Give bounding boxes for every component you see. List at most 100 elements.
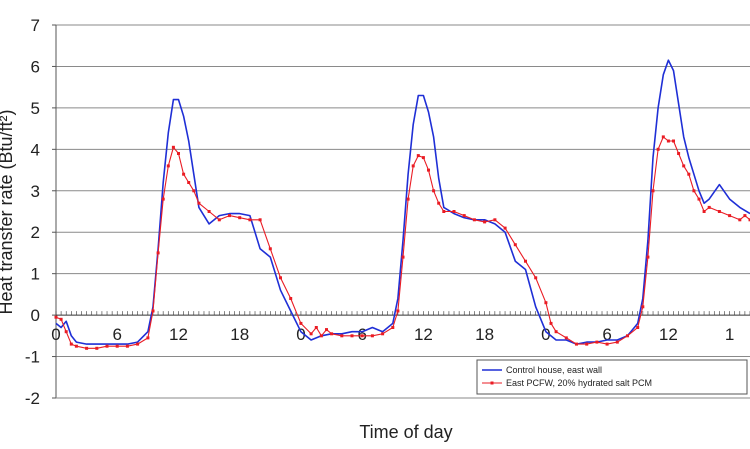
series-marker (151, 309, 155, 313)
series-marker (177, 152, 180, 155)
series-marker (125, 344, 129, 348)
legend-marker-pcfw (490, 381, 494, 385)
y-tick-label: 7 (31, 16, 40, 35)
series-marker (340, 334, 344, 338)
series-marker (641, 305, 645, 309)
series-marker (228, 214, 231, 218)
series-marker (314, 326, 318, 329)
series-marker (615, 340, 619, 344)
series-line-1 (55, 136, 750, 349)
series-marker (702, 210, 706, 213)
series-marker (697, 197, 701, 201)
series-marker (483, 220, 487, 224)
legend-box (476, 359, 748, 395)
series-marker (192, 189, 196, 193)
series-marker (666, 139, 670, 143)
series-marker (115, 344, 119, 348)
series-marker (406, 197, 410, 201)
x-tick-label: 12 (414, 325, 433, 344)
series-marker (105, 344, 109, 348)
series-marker (717, 210, 721, 213)
series-marker (299, 321, 303, 325)
x-tick-label: 1 (725, 325, 734, 344)
series-marker (575, 342, 578, 346)
y-tick-label: 2 (31, 223, 40, 242)
y-tick-label: 0 (31, 306, 40, 325)
series-marker (411, 164, 415, 168)
series-marker (166, 164, 170, 168)
y-tick-label: 3 (31, 182, 40, 201)
series-marker (64, 330, 68, 334)
series-marker (672, 139, 675, 143)
series-marker (54, 315, 58, 319)
series-marker (728, 214, 732, 218)
y-tick-label: 5 (31, 99, 40, 118)
series-lines (54, 59, 750, 350)
series-marker (677, 152, 681, 155)
series-marker (360, 334, 364, 338)
series-marker (217, 218, 221, 222)
series-marker (605, 342, 609, 346)
x-tick-label: 18 (230, 325, 249, 344)
series-marker (651, 189, 655, 193)
series-marker (554, 330, 558, 334)
series-marker (437, 201, 441, 205)
x-tick-label: 12 (169, 325, 188, 344)
series-marker (182, 172, 186, 176)
x-tick-label: 6 (113, 325, 122, 344)
series-marker (661, 135, 665, 139)
series-marker (626, 334, 629, 338)
y-axis-title: Heat transfer rate (Btu/ft²) (0, 109, 16, 314)
series-marker (646, 255, 650, 259)
series-marker (69, 342, 73, 346)
series-marker (197, 201, 201, 205)
legend: Control house, east wall East PCFW, 20% … (476, 359, 748, 395)
series-marker (534, 276, 538, 280)
series-marker (452, 210, 456, 213)
series-marker (136, 342, 140, 346)
y-tick-label: 6 (31, 57, 40, 76)
series-marker (549, 321, 553, 325)
series-marker (161, 197, 165, 201)
series-marker (738, 218, 742, 222)
legend-label-pcfw: East PCFW, 20% hydrated salt PCM (506, 378, 652, 388)
series-marker (268, 247, 272, 251)
y-tick-labels: -2 -1 0 1 2 3 4 5 6 7 (25, 16, 40, 408)
series-marker (427, 168, 430, 172)
x-tick-label: 12 (659, 325, 678, 344)
series-marker (391, 326, 395, 329)
series-marker (370, 334, 374, 338)
series-marker (748, 218, 750, 222)
series-marker (544, 301, 548, 305)
series-marker (421, 156, 425, 160)
y-tick-label: -2 (25, 389, 40, 408)
series-marker (258, 218, 262, 222)
series-marker (513, 243, 517, 247)
series-marker (503, 226, 507, 230)
series-marker (325, 328, 328, 332)
series-marker (238, 216, 242, 220)
series-marker (330, 332, 334, 336)
series-marker (692, 189, 696, 193)
series-marker (682, 164, 686, 168)
x-tick-label: 0 (296, 325, 305, 344)
y-tick-label: 4 (31, 140, 40, 159)
series-marker (207, 210, 211, 213)
series-marker (585, 342, 589, 346)
axes (52, 24, 750, 399)
series-marker (59, 317, 63, 321)
series-marker (416, 154, 420, 158)
series-marker (279, 276, 282, 280)
series-marker (156, 251, 160, 255)
series-marker (85, 346, 89, 350)
series-marker (462, 214, 466, 218)
series-line-0 (55, 59, 750, 345)
series-marker (442, 210, 446, 213)
x-tick-label: 18 (475, 325, 494, 344)
legend-label-control: Control house, east wall (506, 365, 602, 375)
series-marker (146, 336, 150, 340)
series-marker (74, 344, 78, 348)
series-marker (401, 255, 405, 259)
series-marker (595, 340, 599, 344)
series-marker (289, 297, 293, 300)
